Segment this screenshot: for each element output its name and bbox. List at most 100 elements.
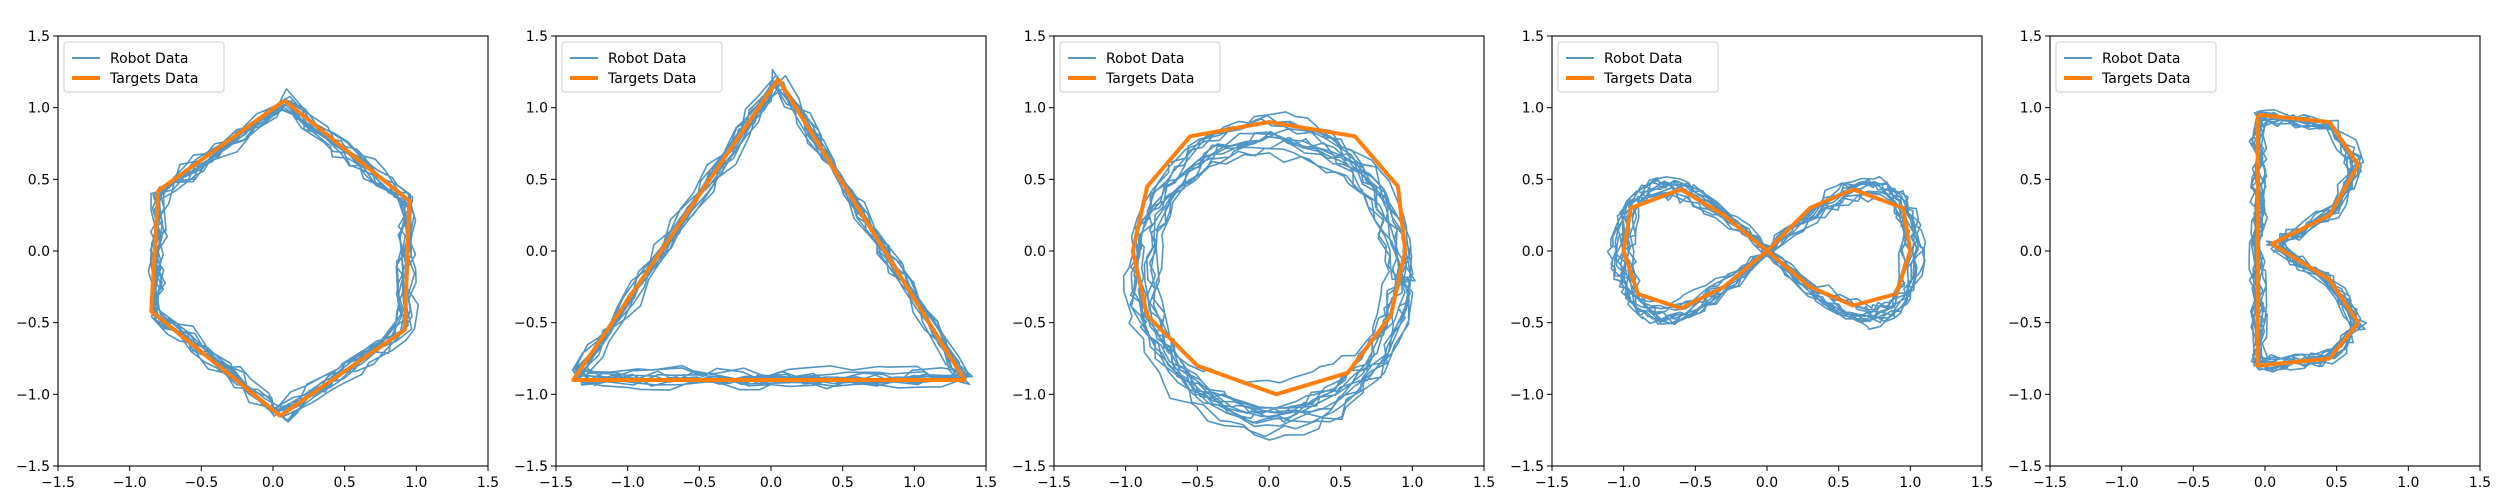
y-tick-label: 1.5: [1522, 29, 1544, 45]
y-tick-label: −0.5: [1510, 316, 1544, 332]
y-tick-label: −0.5: [514, 316, 548, 332]
x-tick-label: −1.0: [1607, 475, 1641, 491]
x-tick-label: 0.0: [2254, 475, 2276, 491]
y-tick-label: 1.5: [28, 29, 50, 45]
legend-box: [2055, 41, 2217, 93]
y-tick-label: −1.0: [2008, 387, 2042, 403]
legend: Robot Data Targets Data: [561, 41, 723, 93]
targets-data-line: [1621, 187, 1913, 311]
robot-data-line: [1606, 176, 1927, 331]
x-tick-label: −0.5: [1678, 475, 1712, 491]
plot-area: [2248, 108, 2368, 373]
legend-label-targets: Targets Data: [607, 71, 696, 87]
y-tick-label: 1.5: [1024, 29, 1046, 45]
y-tick-label: 1.5: [526, 29, 548, 45]
robot-data-line: [147, 88, 420, 423]
y-tick-label: 1.0: [1522, 101, 1544, 117]
targets-data-line: [2255, 112, 2361, 368]
x-tick-label: 1.0: [405, 475, 427, 491]
y-tick-label: −1.5: [514, 459, 548, 475]
x-tick-label: −1.0: [2105, 475, 2139, 491]
axes-frame: [1053, 35, 1485, 467]
x-tick-label: 0.5: [1828, 475, 1850, 491]
legend-box: [561, 41, 723, 93]
x-tick-label: 0.0: [262, 475, 284, 491]
y-tick-label: −1.5: [1012, 459, 1046, 475]
y-tick-label: 0.0: [1522, 244, 1544, 260]
legend: Robot Data Targets Data: [2055, 41, 2217, 93]
y-tick-label: −0.5: [16, 316, 50, 332]
targets-data-line: [149, 98, 412, 418]
x-tick-label: 1.5: [975, 475, 997, 491]
x-tick-label: 1.5: [477, 475, 499, 491]
legend-box: [1557, 41, 1719, 93]
x-tick-label: 0.0: [760, 475, 782, 491]
y-tick-label: 1.0: [1024, 101, 1046, 117]
y-tick-label: 0.0: [526, 244, 548, 260]
legend: Robot Data Targets Data: [1059, 41, 1221, 93]
legend-label-robot: Robot Data: [1106, 51, 1184, 67]
y-tick-label: 0.5: [1522, 172, 1544, 188]
y-tick-label: 0.5: [2020, 172, 2042, 188]
y-tick-label: 0.0: [2020, 244, 2042, 260]
robot-data-line: [1122, 111, 1416, 441]
y-tick-label: −1.0: [1510, 387, 1544, 403]
legend-label-robot: Robot Data: [2102, 51, 2180, 67]
y-tick-label: 0.0: [1024, 244, 1046, 260]
y-tick-label: 1.0: [2020, 101, 2042, 117]
legend-label-targets: Targets Data: [1105, 71, 1194, 87]
robot-data-line: [571, 68, 974, 391]
x-tick-label: −0.5: [682, 475, 716, 491]
targets-data-line: [571, 77, 967, 382]
y-tick-label: −1.5: [16, 459, 50, 475]
chart-panel-3: −1.5 −1.0 −0.5 0.0 0.5 1.0 1.5 −1.5 −1.0 −0.5 0.0 0…: [1012, 29, 1495, 491]
x-tick-label: 1.0: [1899, 475, 1921, 491]
x-tick-label: 1.5: [2469, 475, 2491, 491]
chart-panel-4: −1.5 −1.0 −0.5 0.0 0.5 1.0 1.5 −1.5 −1.0 −0.5 0.0 0…: [1510, 29, 1993, 491]
legend-box: [1059, 41, 1221, 93]
targets-data-line: [1130, 120, 1408, 397]
plot-area: [147, 88, 420, 423]
x-tick-label: −1.5: [1535, 475, 1569, 491]
y-tick-label: −1.5: [1510, 459, 1544, 475]
y-tick-label: −1.0: [16, 387, 50, 403]
x-tick-label: 0.0: [1756, 475, 1778, 491]
axes-frame: [2049, 35, 2481, 467]
legend: Robot Data Targets Data: [63, 41, 225, 93]
x-tick-label: −1.5: [539, 475, 573, 491]
legend-label-robot: Robot Data: [110, 51, 188, 67]
y-tick-label: −1.0: [1012, 387, 1046, 403]
y-tick-label: −1.5: [2008, 459, 2042, 475]
y-tick-label: 0.5: [1024, 172, 1046, 188]
y-tick-label: 0.5: [526, 172, 548, 188]
legend-label-robot: Robot Data: [1604, 51, 1682, 67]
chart-panel-2: −1.5 −1.0 −0.5 0.0 0.5 1.0 1.5 −1.5 −1.0 −0.5 0.0 0…: [514, 29, 997, 491]
legend-label-targets: Targets Data: [109, 71, 198, 87]
plot-area: [1606, 176, 1927, 331]
x-tick-label: 0.5: [2326, 475, 2348, 491]
x-tick-label: −1.5: [41, 475, 75, 491]
y-tick-label: 1.5: [2020, 29, 2042, 45]
x-tick-label: −1.5: [2033, 475, 2067, 491]
y-tick-label: −0.5: [1012, 316, 1046, 332]
y-tick-label: 1.0: [526, 101, 548, 117]
legend-box: [63, 41, 225, 93]
x-tick-label: 0.5: [1330, 475, 1352, 491]
x-tick-label: −0.5: [184, 475, 218, 491]
y-tick-label: −1.0: [514, 387, 548, 403]
y-tick-label: 1.0: [28, 101, 50, 117]
y-tick-label: 0.5: [28, 172, 50, 188]
x-tick-label: −1.0: [1109, 475, 1143, 491]
x-tick-label: 1.0: [2397, 475, 2419, 491]
legend-label-targets: Targets Data: [1603, 71, 1692, 87]
x-tick-label: 1.5: [1473, 475, 1495, 491]
x-tick-label: 0.5: [832, 475, 854, 491]
x-tick-label: 1.5: [1971, 475, 1993, 491]
x-tick-label: −0.5: [1180, 475, 1214, 491]
x-tick-label: 1.0: [903, 475, 925, 491]
chart-panel-1: −1.5 −1.0 −0.5 0.0 0.5 1.0 1.5 −1.5 −1.0 −0.5 0.0 0…: [16, 29, 499, 491]
legend: Robot Data Targets Data: [1557, 41, 1719, 93]
x-tick-label: −1.5: [1037, 475, 1071, 491]
chart-panel-5: −1.5 −1.0 −0.5 0.0 0.5 1.0 1.5 −1.5 −1.0 −0.5 0.0 0…: [2008, 29, 2491, 491]
